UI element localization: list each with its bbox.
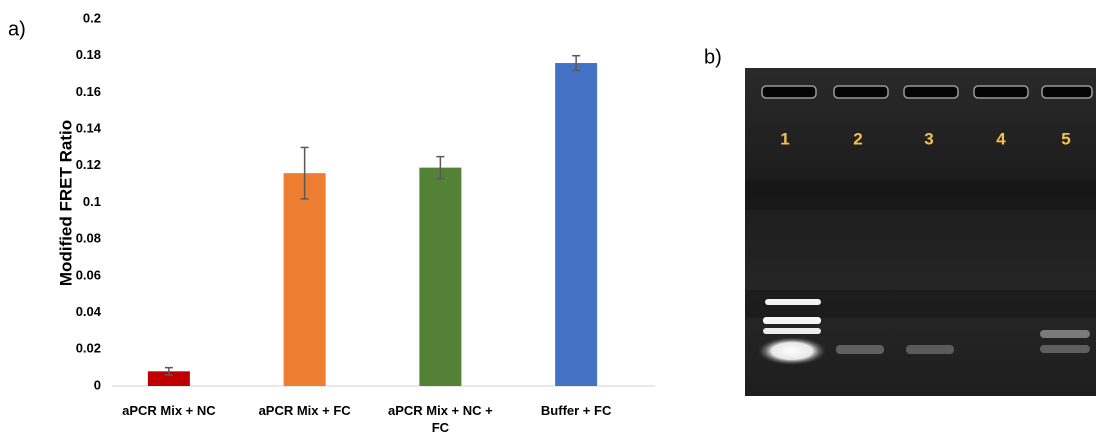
y-tick-label: 0.08 (76, 231, 101, 246)
lane-label: 5 (1061, 129, 1070, 148)
x-tick-label: Buffer + FC (511, 402, 641, 419)
chart: a) b) Modified FRET Ratio 0 0.02 0.04 0.06 0… (0, 0, 1100, 436)
y-tick-label: 0.06 (76, 267, 101, 282)
gel-image (745, 68, 1096, 396)
y-tick-label: 0.04 (76, 304, 102, 319)
y-tick-label: 0 (94, 377, 101, 392)
bar (419, 168, 461, 386)
panel-label: a) (8, 18, 26, 40)
panel-label: b) (704, 46, 722, 68)
y-tick-label: 0.14 (76, 121, 102, 136)
x-tick-label: aPCR Mix + NC (104, 402, 234, 419)
y-tick-label: 0.1 (83, 194, 101, 209)
y-axis-label: Modified FRET Ratio (56, 120, 75, 286)
x-tick-label: aPCR Mix + FC (240, 402, 370, 419)
bar (555, 63, 597, 386)
y-tick-label: 0.18 (76, 47, 101, 62)
y-tick-label: 0.16 (76, 84, 101, 99)
y-tick-label: 0.02 (76, 341, 101, 356)
y-tick-label: 0.12 (76, 157, 101, 172)
lane-label: 2 (853, 129, 862, 148)
x-tick-label: aPCR Mix + NC + FC (380, 402, 500, 436)
lane-label: 1 (780, 129, 789, 148)
lane-label: 4 (996, 129, 1006, 148)
figure: a) b) Modified FRET Ratio 0 0.02 0.04 0.06 0… (0, 0, 1100, 436)
bar (284, 173, 326, 386)
lane-label: 3 (924, 129, 933, 148)
y-tick-label: 0.2 (83, 10, 101, 25)
